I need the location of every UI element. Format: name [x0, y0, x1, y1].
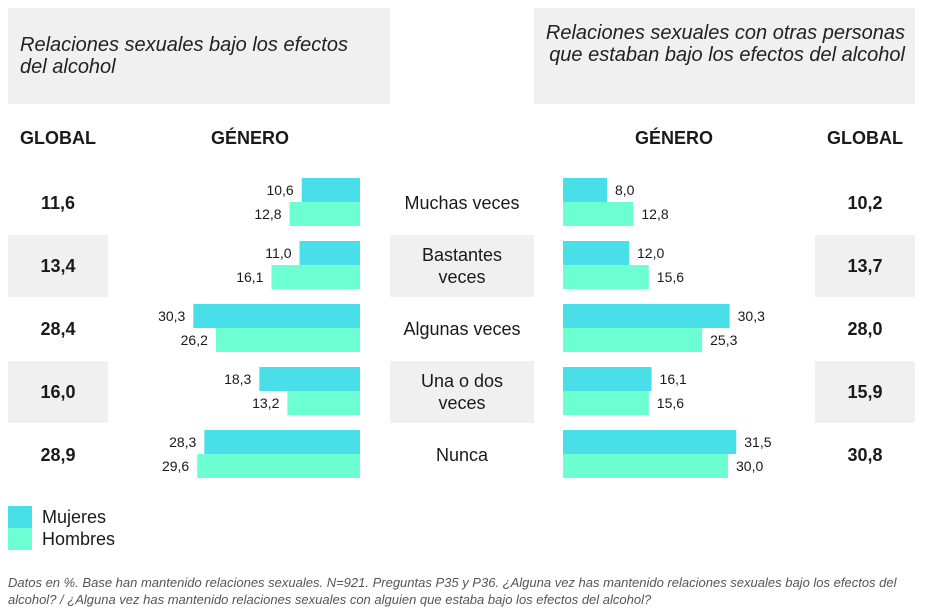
title-left: Relaciones sexuales bajo los efectos del… [20, 34, 348, 78]
data-label-hombres: 25,3 [710, 332, 737, 348]
global-right-value: 13,7 [847, 256, 883, 276]
bar-hombres [563, 391, 649, 415]
bar-hombres [563, 202, 634, 226]
data-label-mujeres: 30,3 [738, 308, 765, 324]
data-label-mujeres: 31,5 [744, 434, 771, 450]
bar-mujeres [563, 304, 730, 328]
row-band [8, 235, 108, 297]
data-label-mujeres: 30,3 [158, 308, 185, 324]
global-left-value: 13,4 [40, 256, 76, 276]
header-global-left: GLOBAL [20, 128, 96, 148]
data-label-mujeres: 11,0 [265, 245, 291, 261]
data-label-mujeres: 16,1 [660, 371, 687, 387]
bar-hombres [563, 328, 703, 352]
data-label-hombres: 26,2 [181, 332, 208, 348]
legend-label-hombres: Hombres [42, 528, 116, 549]
row-band [815, 361, 915, 423]
data-label-mujeres: 18,3 [224, 371, 251, 387]
row-band [815, 235, 915, 297]
data-label-hombres: 15,6 [657, 269, 684, 285]
row-band [8, 361, 108, 423]
data-label-hombres: 15,6 [657, 395, 684, 411]
header-global-right: GLOBAL [827, 128, 903, 148]
bar-hombres [289, 202, 360, 226]
bar-mujeres [259, 367, 360, 391]
bar-hombres [197, 454, 360, 478]
category-label: Nunca [435, 445, 489, 465]
header-genero-left: GÉNERO [210, 128, 289, 148]
data-label-hombres: 16,1 [236, 269, 263, 285]
row-band [390, 235, 534, 297]
bar-hombres [563, 265, 649, 289]
legend: Mujeres Hombres [8, 506, 115, 550]
bar-mujeres [563, 367, 652, 391]
data-label-hombres: 12,8 [641, 206, 668, 222]
global-left-value: 11,6 [40, 193, 76, 213]
header-genero-right: GÉNERO [634, 128, 713, 148]
bar-mujeres [299, 241, 360, 265]
bar-mujeres [204, 430, 360, 454]
legend-swatch-hombres [8, 528, 32, 550]
data-label-hombres: 12,8 [254, 206, 281, 222]
bar-mujeres [563, 430, 737, 454]
bar-hombres [271, 265, 360, 289]
bar-hombres [287, 391, 360, 415]
bar-mujeres [193, 304, 360, 328]
data-label-hombres: 29,6 [162, 458, 189, 474]
bar-hombres [563, 454, 728, 478]
footnote: Datos en %. Base han mantenido relacione… [8, 575, 897, 607]
global-right-value: 28,0 [847, 319, 883, 339]
global-left-value: 16,0 [40, 382, 76, 402]
legend-label-mujeres: Mujeres [42, 506, 107, 527]
title-right-box: Relaciones sexuales con otras personas q… [534, 8, 915, 104]
category-label: Algunas veces [403, 319, 521, 339]
global-left-value: 28,4 [40, 319, 76, 339]
category-label: Una o dos veces [420, 371, 504, 413]
legend-item-mujeres: Mujeres [8, 506, 115, 528]
data-label-mujeres: 12,0 [637, 245, 664, 261]
title-left-box: Relaciones sexuales bajo los efectos del… [8, 8, 390, 104]
global-right-value: 10,2 [847, 193, 883, 213]
category-label: Bastantes veces [421, 245, 503, 287]
bar-chart: 10,612,88,012,811,016,112,015,630,326,23… [158, 178, 772, 478]
data-label-mujeres: 8,0 [615, 182, 635, 198]
legend-item-hombres: Hombres [8, 528, 115, 550]
legend-swatch-mujeres [8, 506, 32, 528]
row-band [390, 361, 534, 423]
data-label-hombres: 13,2 [252, 395, 279, 411]
global-right-value: 15,9 [847, 382, 883, 402]
data-label-mujeres: 10,6 [266, 182, 293, 198]
data-label-mujeres: 28,3 [169, 434, 196, 450]
global-right-value: 30,8 [847, 445, 883, 465]
title-right: Relaciones sexuales con otras personas q… [545, 22, 905, 66]
bar-mujeres [301, 178, 360, 202]
category-label: Muchas veces [404, 193, 520, 213]
bar-mujeres [563, 178, 607, 202]
data-label-hombres: 30,0 [736, 458, 763, 474]
global-left-value: 28,9 [40, 445, 76, 465]
bar-hombres [215, 328, 360, 352]
bar-mujeres [563, 241, 629, 265]
